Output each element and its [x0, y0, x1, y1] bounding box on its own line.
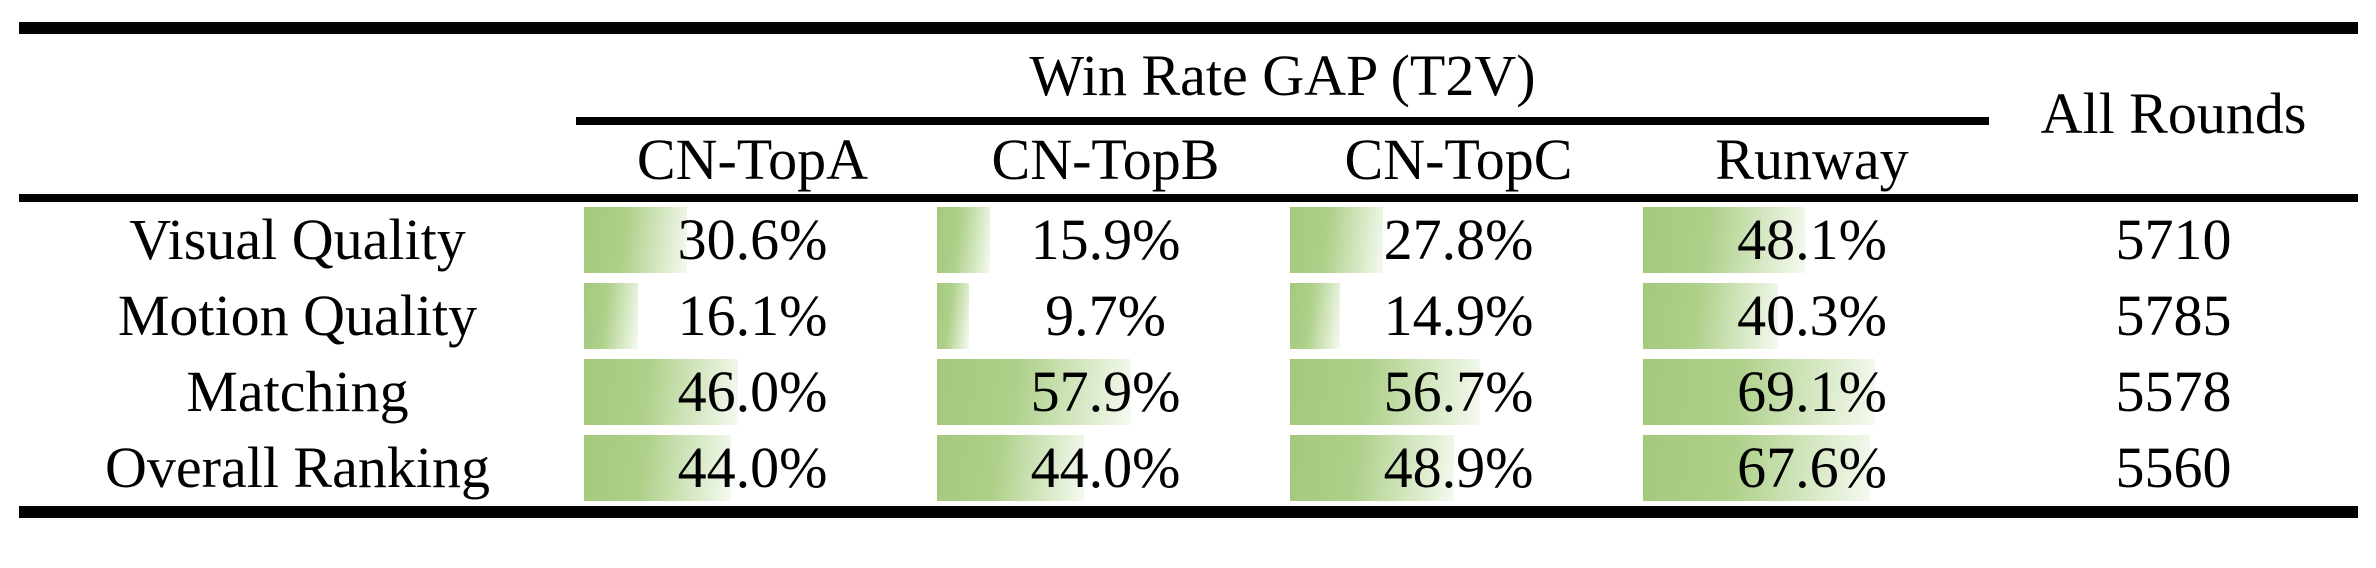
- win-rate-value: 44.0%: [677, 435, 828, 500]
- row-label-text: Motion Quality: [117, 283, 478, 348]
- all-rounds-cell: 5785: [1989, 278, 2358, 354]
- win-rate-value: 40.3%: [1737, 283, 1887, 348]
- row-label: Overall Ranking: [19, 430, 576, 506]
- table-header: Win Rate GAP (T2V) CN-TopA CN-TopB CN-To…: [19, 34, 2358, 194]
- win-rate-bar: [584, 207, 687, 273]
- metric-cell: 16.1%: [576, 278, 929, 354]
- all-rounds-cell: 5710: [1989, 202, 2358, 278]
- row-label-text: Visual Quality: [129, 207, 466, 272]
- mid-rule: [19, 194, 2358, 202]
- cmidrule: [576, 117, 1989, 125]
- win-rate-bar: [1290, 283, 1340, 349]
- win-rate-value: 14.9%: [1383, 283, 1534, 348]
- win-rate-value: 27.8%: [1383, 207, 1534, 272]
- metric-cell: 46.0%: [576, 354, 929, 430]
- row-label-text: Matching: [186, 359, 409, 424]
- win-rate-value: 44.0%: [1030, 435, 1181, 500]
- table-row-overall-ranking: Overall Ranking 44.0% 44.0% 48.9% 67.6%: [19, 430, 2358, 506]
- column-header-label: CN-TopA: [636, 126, 869, 192]
- win-rate-value: 16.1%: [677, 283, 828, 348]
- column-header-label: CN-TopC: [1344, 126, 1573, 192]
- group-header-cell: Win Rate GAP (T2V): [576, 34, 1989, 117]
- win-rate-value: 15.9%: [1030, 207, 1181, 272]
- win-rate-value: 30.6%: [677, 207, 828, 272]
- metric-cell: 14.9%: [1282, 278, 1635, 354]
- metric-cell: 15.9%: [929, 202, 1282, 278]
- all-rounds-header-label: All Rounds: [2040, 81, 2307, 146]
- metric-cell: 67.6%: [1635, 430, 1989, 506]
- win-rate-table: Win Rate GAP (T2V) CN-TopA CN-TopB CN-To…: [19, 22, 2358, 518]
- win-rate-value: 48.1%: [1737, 207, 1887, 272]
- table-row-matching: Matching 46.0% 57.9% 56.7% 69.1% 557: [19, 354, 2358, 430]
- header-spacer: [19, 34, 576, 117]
- win-rate-bar: [1290, 207, 1384, 273]
- win-rate-value: 57.9%: [1030, 359, 1181, 424]
- metric-cell: 56.7%: [1282, 354, 1635, 430]
- metric-cell: 48.9%: [1282, 430, 1635, 506]
- metric-cell: 40.3%: [1635, 278, 1989, 354]
- win-rate-value: 67.6%: [1737, 435, 1887, 500]
- metric-cell: 57.9%: [929, 354, 1282, 430]
- column-header-runway: Runway: [1635, 125, 1989, 194]
- bottom-rule: [19, 506, 2358, 518]
- column-header-row: CN-TopA CN-TopB CN-TopC Runway: [19, 125, 2358, 194]
- header-spacer: [19, 125, 576, 194]
- all-rounds-value: 5560: [2115, 435, 2232, 500]
- top-rule: [19, 22, 2358, 34]
- win-rate-value: 48.9%: [1383, 435, 1534, 500]
- all-rounds-value: 5785: [2115, 283, 2232, 348]
- all-rounds-cell: 5560: [1989, 430, 2358, 506]
- win-rate-bar: [937, 207, 991, 273]
- metric-cell: 44.0%: [576, 430, 929, 506]
- column-header-cn-topc: CN-TopC: [1282, 125, 1635, 194]
- table-row-visual-quality: Visual Quality 30.6% 15.9% 27.8% 48.1%: [19, 202, 2358, 278]
- column-header-label: CN-TopB: [991, 126, 1220, 192]
- row-label: Matching: [19, 354, 576, 430]
- win-rate-bar: [937, 283, 970, 349]
- column-header-cn-topb: CN-TopB: [929, 125, 1282, 194]
- group-header-title: Win Rate GAP (T2V): [1029, 42, 1536, 108]
- group-header-row: Win Rate GAP (T2V): [19, 34, 2358, 117]
- row-label-text: Overall Ranking: [105, 435, 490, 500]
- win-rate-bar: [584, 283, 638, 349]
- win-rate-value: 69.1%: [1737, 359, 1887, 424]
- row-label: Motion Quality: [19, 278, 576, 354]
- win-rate-value: 56.7%: [1383, 359, 1534, 424]
- column-header-all-rounds: All Rounds: [1989, 34, 2358, 194]
- table-body: Visual Quality 30.6% 15.9% 27.8% 48.1%: [19, 202, 2358, 506]
- column-header-cn-topa: CN-TopA: [576, 125, 929, 194]
- row-label: Visual Quality: [19, 202, 576, 278]
- column-header-label: Runway: [1715, 126, 1909, 192]
- table-row-motion-quality: Motion Quality 16.1% 9.7% 14.9% 40.3%: [19, 278, 2358, 354]
- metric-cell: 27.8%: [1282, 202, 1635, 278]
- cmidrule-row: [19, 117, 2358, 125]
- metric-cell: 9.7%: [929, 278, 1282, 354]
- win-rate-value: 46.0%: [677, 359, 828, 424]
- metric-cell: 69.1%: [1635, 354, 1989, 430]
- metric-cell: 48.1%: [1635, 202, 1989, 278]
- all-rounds-value: 5710: [2115, 207, 2232, 272]
- win-rate-value: 9.7%: [1045, 283, 1166, 348]
- all-rounds-cell: 5578: [1989, 354, 2358, 430]
- all-rounds-value: 5578: [2115, 359, 2232, 424]
- metric-cell: 44.0%: [929, 430, 1282, 506]
- metric-cell: 30.6%: [576, 202, 929, 278]
